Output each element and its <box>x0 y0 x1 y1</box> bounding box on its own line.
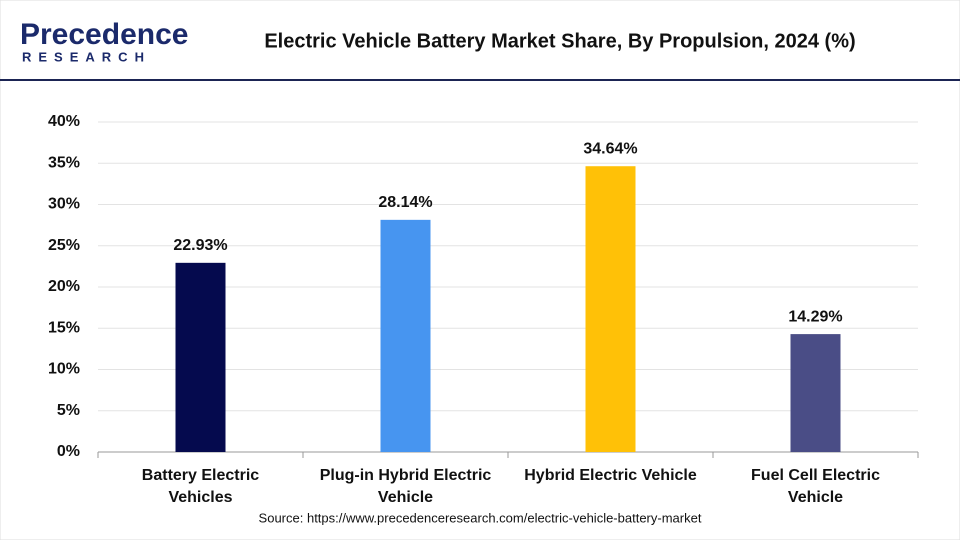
x-tick-label: Plug-in Hybrid Electric Vehicle <box>319 467 492 506</box>
y-tick-label: 40% <box>48 113 80 130</box>
y-tick-label: 0% <box>57 443 80 460</box>
source: Source: https://www.precedenceresearch.c… <box>259 510 702 525</box>
y-tick-label: 20% <box>48 278 80 295</box>
y-tick-label: 25% <box>48 237 80 254</box>
logo-tagline: RESEARCH <box>22 49 151 64</box>
x-tick-label: Hybrid Electric Vehicle <box>524 467 697 484</box>
value-label: 34.64% <box>583 140 637 157</box>
value-label: 28.14% <box>378 194 432 211</box>
chart-title: Electric Vehicle Battery Market Share, B… <box>264 30 855 52</box>
bar <box>175 262 226 452</box>
bar <box>790 334 841 452</box>
bar <box>380 219 431 452</box>
y-tick-label: 10% <box>48 361 80 378</box>
value-label: 14.29% <box>788 308 842 325</box>
y-tick-label: 5% <box>57 402 80 419</box>
x-tick-label: Fuel Cell Electric Vehicle <box>751 467 880 506</box>
y-tick-label: 30% <box>48 196 80 213</box>
x-tick-label: Battery Electric Vehicles <box>141 467 260 506</box>
logo-name: Precedence <box>20 18 188 51</box>
value-label: 22.93% <box>173 237 227 254</box>
bar <box>585 166 636 452</box>
y-tick-label: 15% <box>48 319 80 336</box>
y-tick-label: 35% <box>48 154 80 171</box>
